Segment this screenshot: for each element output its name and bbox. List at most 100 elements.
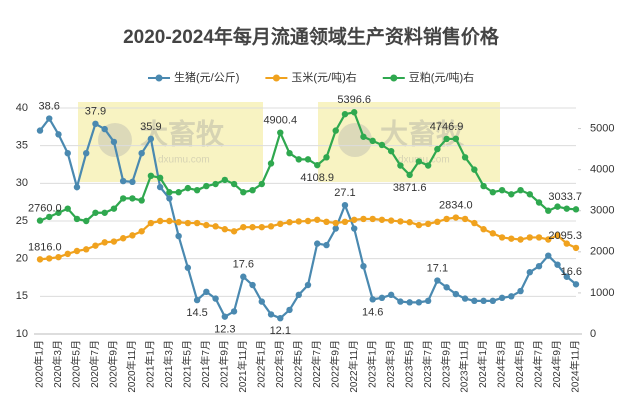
- point: [424, 297, 432, 305]
- point: [240, 189, 247, 196]
- point: [110, 238, 118, 245]
- x-tick-label: 2020年7月: [88, 340, 101, 388]
- x-tick-label: 2023年3月: [384, 340, 397, 388]
- point: [461, 295, 469, 302]
- x-tick-label: 2021年7月: [199, 340, 212, 388]
- point: [526, 234, 533, 241]
- point: [36, 127, 44, 134]
- x-tick-label: 2023年1月: [365, 340, 378, 388]
- point: [378, 294, 386, 302]
- point: [230, 308, 238, 315]
- point: [572, 206, 580, 213]
- point: [212, 223, 219, 230]
- point: [267, 311, 275, 318]
- point: [517, 236, 524, 243]
- point: [498, 294, 506, 302]
- point: [175, 189, 182, 196]
- point: [572, 281, 580, 288]
- data-label: 16.6: [561, 266, 582, 278]
- point: [572, 244, 580, 252]
- legend-marker: [390, 74, 398, 82]
- watermark-text: 大畜牧: [140, 117, 225, 149]
- point: [249, 186, 256, 194]
- data-label: 4746.9: [430, 121, 464, 133]
- point: [240, 273, 247, 280]
- point: [258, 180, 265, 188]
- x-tick-label: 2022年3月: [273, 340, 286, 388]
- point: [498, 186, 506, 194]
- data-label: 3871.6: [393, 182, 427, 194]
- point: [360, 215, 367, 223]
- point: [351, 225, 358, 232]
- point: [563, 240, 570, 247]
- point: [387, 147, 395, 155]
- data-label: 12.3: [214, 324, 235, 336]
- x-tick-label: 2024年5月: [513, 340, 526, 388]
- y-tick-label: 25: [16, 215, 28, 227]
- point: [46, 213, 53, 221]
- point: [443, 215, 450, 223]
- y-tick-label: 40: [16, 102, 28, 114]
- point: [83, 246, 90, 253]
- point: [323, 218, 330, 226]
- point: [545, 236, 552, 243]
- point: [314, 161, 321, 169]
- point: [64, 150, 71, 157]
- point: [46, 115, 53, 122]
- legend-label: 生猪(元/公斤): [174, 70, 239, 84]
- data-label: 17.1: [427, 262, 448, 274]
- point: [55, 253, 62, 261]
- point: [110, 138, 118, 146]
- y-tick-label: 15: [16, 290, 28, 302]
- y2-tick-label: 3000: [590, 205, 614, 217]
- point: [387, 291, 395, 299]
- point: [184, 184, 192, 192]
- point: [471, 166, 478, 173]
- data-label: 3033.7: [548, 191, 582, 203]
- series: [36, 115, 580, 322]
- data-label: 1816.0: [28, 241, 62, 253]
- point: [138, 197, 145, 204]
- legend-item: 豆粕(元/吨)右: [382, 70, 474, 84]
- point: [323, 241, 330, 249]
- point: [443, 284, 450, 291]
- point: [341, 201, 349, 209]
- point: [554, 203, 561, 210]
- point: [119, 235, 127, 242]
- point: [369, 296, 376, 303]
- point: [461, 215, 469, 223]
- y2-tick-label: 0: [590, 328, 596, 340]
- point: [295, 291, 302, 299]
- point: [424, 162, 432, 169]
- point: [166, 189, 173, 196]
- point: [378, 141, 386, 149]
- point: [175, 219, 182, 226]
- x-tick-label: 2020年1月: [33, 340, 46, 388]
- x-tick-label: 2020年3月: [51, 340, 64, 388]
- x-tick-label: 2020年9月: [107, 340, 120, 388]
- point: [517, 186, 524, 194]
- data-label: 12.1: [270, 325, 291, 337]
- point: [129, 195, 136, 202]
- data-label: 38.6: [39, 100, 60, 112]
- x-tick-label: 2022年11月: [347, 340, 360, 393]
- x-tick-label: 2022年9月: [328, 340, 341, 388]
- data-label: 14.5: [186, 307, 207, 319]
- data-label: 5396.6: [337, 94, 371, 106]
- point: [267, 223, 275, 230]
- x-tick-label: 2022年1月: [254, 340, 267, 388]
- point: [295, 218, 302, 225]
- point: [314, 216, 321, 223]
- point: [332, 127, 339, 134]
- x-tick-label: 2023年7月: [421, 340, 434, 388]
- point: [119, 177, 127, 185]
- point: [526, 191, 533, 198]
- point: [351, 216, 358, 223]
- highlight: [78, 102, 263, 182]
- point: [129, 232, 136, 239]
- point: [535, 199, 543, 206]
- point: [156, 183, 164, 191]
- x-tick-label: 2024年11月: [569, 340, 582, 393]
